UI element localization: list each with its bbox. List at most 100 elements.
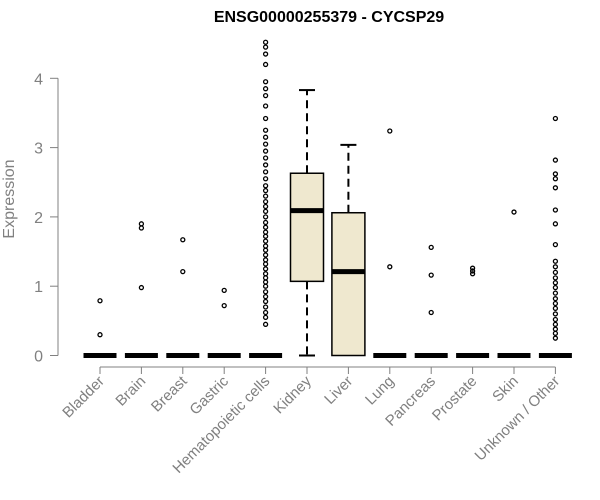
outlier-point — [262, 86, 269, 92]
outlier-point — [387, 264, 393, 270]
outlier-point — [469, 271, 476, 277]
x-tick-label: Skin — [489, 373, 522, 406]
outlier-point — [262, 162, 269, 168]
outlier-point — [262, 275, 269, 281]
x-tick-label: Liver — [321, 373, 356, 408]
outlier-point — [221, 287, 227, 294]
outlier-point — [262, 103, 269, 109]
outlier-point — [552, 326, 559, 332]
outlier-point — [97, 332, 103, 338]
chart-title: ENSG00000255379 - CYCSP29 — [214, 9, 444, 26]
outlier-point — [262, 289, 269, 295]
outlier-point — [552, 258, 559, 264]
outlier-point — [552, 296, 559, 302]
x-tick-label: Bladder — [59, 373, 108, 422]
box-gastric — [207, 287, 241, 358]
outlier-point — [552, 241, 559, 248]
outlier-point — [552, 185, 559, 191]
outlier-point — [428, 272, 434, 278]
iqr-box — [289, 172, 325, 283]
outlier-point — [262, 44, 269, 50]
outlier-point — [387, 128, 393, 134]
outlier-point — [262, 176, 269, 182]
outlier-point — [262, 193, 269, 199]
outlier-point — [552, 290, 559, 296]
outlier-point — [552, 207, 559, 213]
y-tick-label: 0 — [34, 349, 43, 366]
iqr-box — [331, 211, 366, 357]
outlier-point — [262, 214, 269, 220]
outlier-point — [262, 141, 269, 147]
outlier-point — [262, 39, 269, 45]
outlier-point — [262, 243, 269, 249]
y-tick-label: 4 — [34, 71, 43, 88]
outlier-point — [552, 269, 559, 275]
outlier-point — [180, 237, 186, 243]
outlier-point — [262, 92, 269, 99]
outlier-point — [262, 127, 269, 133]
outlier-point — [262, 257, 269, 263]
outlier-point — [262, 252, 269, 258]
outlier-point — [552, 221, 559, 227]
outlier-point — [552, 311, 559, 317]
outlier-point — [180, 268, 186, 275]
x-tick-label: Lung — [362, 373, 398, 409]
outlier-point — [97, 298, 103, 304]
outlier-point — [262, 247, 269, 253]
outlier-point — [262, 304, 269, 310]
x-tick-label: Breast — [148, 372, 191, 415]
outlier-point — [552, 321, 559, 327]
box-unknown-other — [538, 115, 572, 358]
y-axis-label: Expression — [1, 159, 18, 238]
outlier-point — [552, 316, 559, 323]
outlier-point — [262, 219, 269, 226]
outlier-point — [138, 284, 145, 291]
outlier-point — [262, 321, 269, 327]
outlier-point — [428, 309, 434, 316]
outlier-point — [262, 169, 269, 175]
y-tick-label: 2 — [34, 210, 43, 227]
outlier-point — [552, 157, 559, 163]
outlier-point — [262, 238, 269, 244]
x-tick-label: Prostate — [429, 373, 481, 425]
x-tick-label: Brain — [112, 373, 149, 410]
outlier-point — [262, 208, 269, 215]
outlier-point — [262, 266, 269, 272]
box-lung — [373, 128, 407, 358]
outlier-point — [262, 314, 269, 321]
outlier-point — [138, 225, 145, 231]
outlier-point — [552, 275, 559, 281]
outlier-point — [262, 134, 269, 140]
outlier-point — [262, 279, 269, 285]
outlier-point — [262, 61, 269, 68]
outlier-point — [262, 233, 269, 239]
outlier-point — [221, 302, 227, 309]
y-tick-label: 1 — [34, 279, 43, 296]
outlier-point — [552, 305, 559, 312]
outlier-point — [262, 199, 269, 205]
outlier-point — [552, 280, 559, 286]
box-liver — [331, 143, 366, 357]
outlier-point — [262, 183, 269, 189]
outlier-point — [262, 229, 269, 235]
outlier-point — [428, 244, 434, 251]
box-breast — [166, 237, 200, 358]
outlier-point — [262, 261, 269, 267]
outlier-point — [262, 155, 269, 161]
outlier-point — [552, 264, 559, 270]
outlier-point — [552, 330, 559, 336]
outlier-point — [262, 203, 269, 210]
outlier-point — [262, 79, 269, 85]
outlier-point — [262, 293, 269, 300]
outlier-point — [552, 176, 559, 182]
outlier-point — [262, 271, 269, 277]
outlier-point — [469, 268, 476, 274]
outlier-point — [552, 171, 559, 177]
box-kidney — [289, 89, 325, 357]
x-tick-label: Kidney — [270, 372, 315, 417]
box-pancreas — [414, 244, 448, 358]
box-bladder — [83, 298, 117, 358]
outlier-point — [262, 187, 269, 194]
